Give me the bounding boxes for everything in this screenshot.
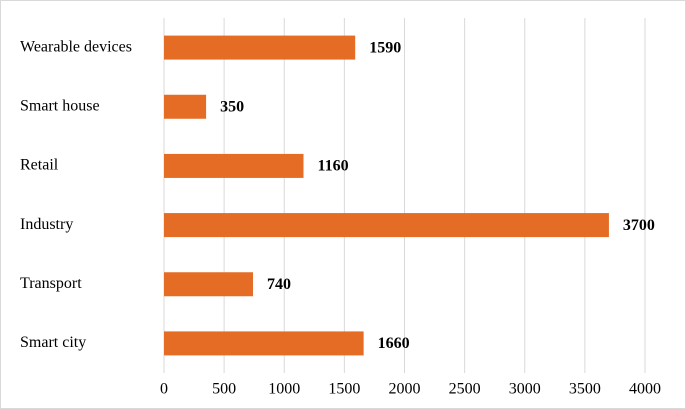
bar bbox=[164, 153, 304, 178]
value-label: 1660 bbox=[378, 335, 410, 352]
x-tick-label: 3500 bbox=[569, 381, 601, 398]
bar bbox=[164, 272, 253, 297]
bar bbox=[164, 213, 609, 238]
y-tick-label: Industry bbox=[20, 216, 73, 233]
x-tick-label: 4000 bbox=[629, 381, 661, 398]
x-tick-label: 2000 bbox=[389, 381, 421, 398]
x-tick-label: 3000 bbox=[509, 381, 541, 398]
x-tick-label: 1000 bbox=[268, 381, 300, 398]
y-tick-label: Wearable devices bbox=[20, 38, 132, 55]
x-tick-label: 500 bbox=[212, 381, 236, 398]
value-label: 350 bbox=[220, 98, 244, 115]
bar bbox=[164, 35, 356, 60]
y-tick-label: Retail bbox=[20, 157, 59, 174]
bar bbox=[164, 94, 207, 119]
x-tick-label: 0 bbox=[160, 381, 168, 398]
y-tick-label: Smart city bbox=[20, 334, 86, 351]
y-tick-label: Transport bbox=[20, 275, 82, 292]
x-tick-label: 1500 bbox=[328, 381, 360, 398]
value-label: 1590 bbox=[369, 39, 401, 56]
value-label: 3700 bbox=[623, 217, 655, 234]
x-tick-label: 2500 bbox=[449, 381, 481, 398]
value-label: 740 bbox=[267, 276, 291, 293]
value-label: 1160 bbox=[317, 158, 348, 175]
y-tick-label: Smart house bbox=[20, 97, 100, 114]
bar bbox=[164, 331, 364, 356]
